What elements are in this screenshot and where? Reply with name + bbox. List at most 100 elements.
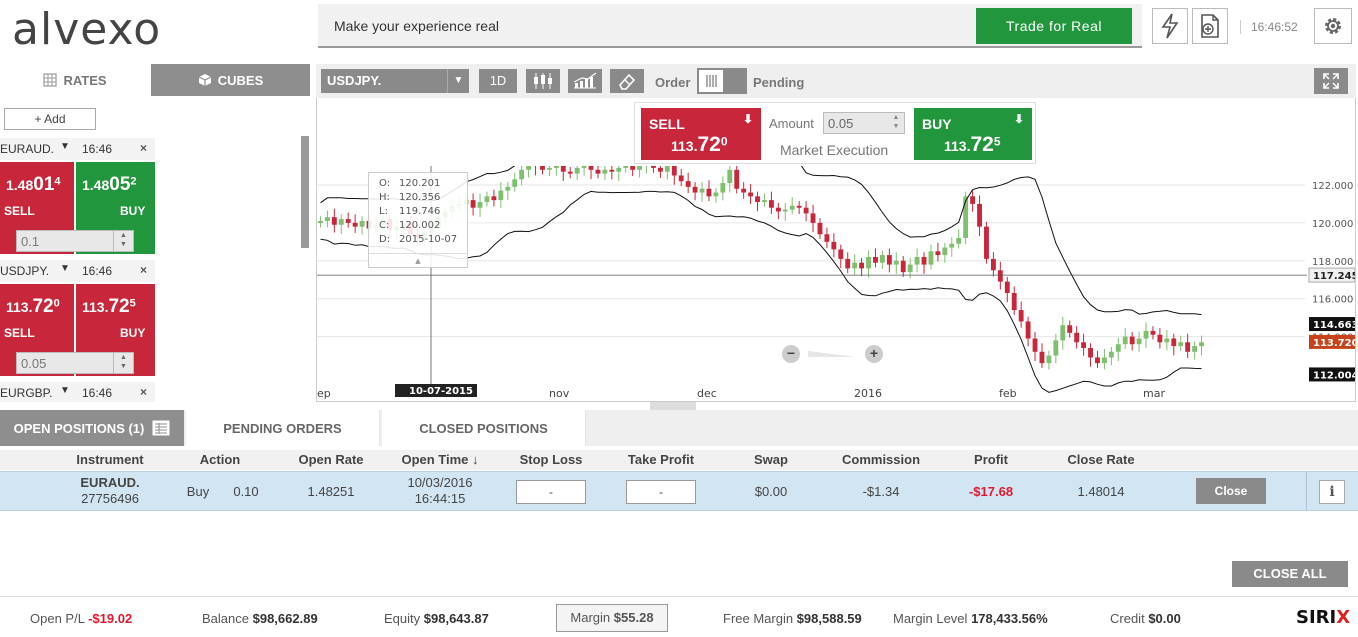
amount-input[interactable]: 0.05 ▲ ▼ (823, 112, 905, 134)
col-instrument[interactable]: Instrument (76, 452, 144, 467)
close-position-button[interactable]: Close (1196, 478, 1266, 504)
tab-closed-positions[interactable]: CLOSED POSITIONS (382, 410, 586, 446)
x-tick-label: dec (697, 387, 717, 400)
col-profit[interactable]: Profit (974, 452, 1008, 467)
x-tick-label: ep (317, 387, 331, 400)
brand-text: SIRI (1296, 607, 1337, 628)
stop-loss-input[interactable]: - (516, 480, 586, 504)
x-tick-label: 2016 (854, 387, 882, 400)
candle-body (623, 166, 629, 168)
sell-label: SELL (4, 326, 35, 340)
candle-body (1074, 332, 1080, 343)
col-take-profit[interactable]: Take Profit (627, 452, 695, 467)
settings-button[interactable] (1314, 8, 1352, 44)
col-action[interactable]: Action (199, 452, 241, 467)
fullscreen-button[interactable] (1314, 68, 1348, 94)
new-document-button[interactable] (1192, 8, 1228, 44)
positions-tabs: OPEN POSITIONS (1) PENDING ORDERS CLOSED… (0, 410, 1358, 446)
col-open-rate[interactable]: Open Rate (298, 452, 364, 467)
chevron-down-icon[interactable]: ▼ (60, 385, 70, 396)
margin-level-value: 178,433.56% (971, 611, 1048, 626)
open-pl-value: -$19.02 (88, 611, 133, 626)
candle-body (886, 255, 892, 265)
take-profit-input[interactable]: - (626, 480, 696, 504)
ohlc-low-value: 119.746 (399, 206, 441, 217)
candle-body (845, 258, 851, 269)
candle-body (1108, 351, 1114, 358)
cube-amount-input[interactable]: 0.1 ▲ ▼ (16, 230, 134, 252)
indicators-button[interactable] (568, 69, 602, 93)
equity-label: Equity (384, 611, 421, 626)
zoom-slider[interactable] (808, 351, 856, 357)
panel-splitter[interactable] (650, 402, 696, 410)
lightning-button[interactable] (1152, 8, 1188, 44)
chevron-up-icon[interactable]: ▲ (369, 253, 467, 267)
info-button[interactable]: i (1319, 480, 1345, 504)
margin[interactable]: Margin $55.28 (556, 604, 668, 632)
stepper-icon[interactable]: ▲ ▼ (113, 353, 133, 373)
timeframe-button[interactable]: 1D (479, 69, 517, 93)
close-icon[interactable]: × (140, 263, 148, 277)
alvexo-logo[interactable]: alvexo (12, 4, 161, 55)
tab-pending-orders[interactable]: PENDING ORDERS (186, 410, 380, 446)
left-panel-scrollbar[interactable] (301, 136, 309, 248)
price-pips: 72 (970, 133, 994, 156)
buy-button[interactable]: BUY ⬇ 113.725 (914, 108, 1032, 160)
open-time: 16:44:15 (414, 491, 466, 506)
tab-cubes[interactable]: CUBES (151, 64, 310, 96)
trade-for-real-button[interactable]: Trade for Real (976, 8, 1132, 44)
add-instrument-button[interactable]: + Add (4, 108, 96, 130)
x-tick-label: feb (999, 387, 1017, 400)
col-swap[interactable]: Swap (754, 452, 788, 467)
candle-body (762, 200, 767, 203)
pending-label: Pending (753, 75, 805, 90)
candlestick-button[interactable] (526, 69, 560, 93)
table-row[interactable]: EURAUD. 27756496 Buy 0.10 1.48251 10/03/… (0, 471, 1358, 511)
close-icon[interactable]: × (140, 385, 148, 399)
zoom-in-button[interactable]: + (865, 345, 883, 363)
zoom-out-button[interactable]: − (782, 345, 800, 363)
ohlc-close: C: 120.002 (379, 220, 441, 231)
draw-tool-button[interactable] (610, 69, 644, 93)
eraser-icon (619, 73, 636, 90)
stepper-icon[interactable]: ▲ ▼ (892, 114, 900, 130)
candle-body (1178, 342, 1184, 347)
header: alvexo Make your experience real Trade f… (0, 0, 1358, 58)
price-prefix: 1.48 (82, 177, 110, 193)
col-commission[interactable]: Commission (841, 452, 921, 467)
cube-time: 16:46 (82, 142, 113, 156)
candle-body (866, 256, 871, 269)
tab-open-positions[interactable]: OPEN POSITIONS (1) (0, 410, 184, 446)
balance-label: Balance (202, 611, 249, 626)
candle-body (727, 169, 733, 184)
close-all-button[interactable]: CLOSE ALL (1232, 561, 1348, 587)
candle-body (949, 243, 955, 248)
candle-body (560, 166, 566, 172)
symbol-select[interactable]: USDJPY. ▼ (321, 69, 469, 93)
chevron-down-icon[interactable]: ▼ (60, 141, 70, 152)
ohlc-low: L: 119.746 (379, 206, 441, 217)
col-close-rate[interactable]: Close Rate (1067, 452, 1135, 467)
price-chart[interactable]: 122.000120.000118.000116.000114.000epnov… (317, 166, 1355, 400)
candle-body (935, 251, 941, 256)
cube-time: 16:46 (82, 386, 113, 400)
price-fraction: 5 (129, 297, 136, 310)
close-icon[interactable]: × (140, 141, 148, 155)
stepper-icon[interactable]: ▲ ▼ (113, 231, 133, 251)
tab-rates[interactable]: RATES (0, 64, 150, 96)
sell-button[interactable]: SELL ⬇ 113.720 (641, 108, 761, 160)
col-open-time[interactable]: Open Time ↓ (401, 452, 479, 467)
chevron-down-icon[interactable]: ▼ (60, 263, 70, 274)
brand-x: X (1336, 607, 1351, 628)
amount-value: 0.05 (21, 356, 47, 371)
col-stop-loss[interactable]: Stop Loss (519, 452, 583, 467)
ohlc-open-value: 120.201 (399, 178, 441, 189)
candle-body (990, 258, 996, 271)
price-fraction: 0 (53, 297, 60, 310)
order-pending-toggle[interactable] (697, 68, 747, 94)
free-margin-label: Free Margin (723, 611, 794, 626)
price-prefix: 1.48 (6, 177, 34, 193)
cube-amount-input[interactable]: 0.05 ▲ ▼ (16, 352, 134, 374)
margin-level-label: Margin Level (893, 611, 968, 626)
cube-symbol: EURAUD. (0, 142, 55, 156)
